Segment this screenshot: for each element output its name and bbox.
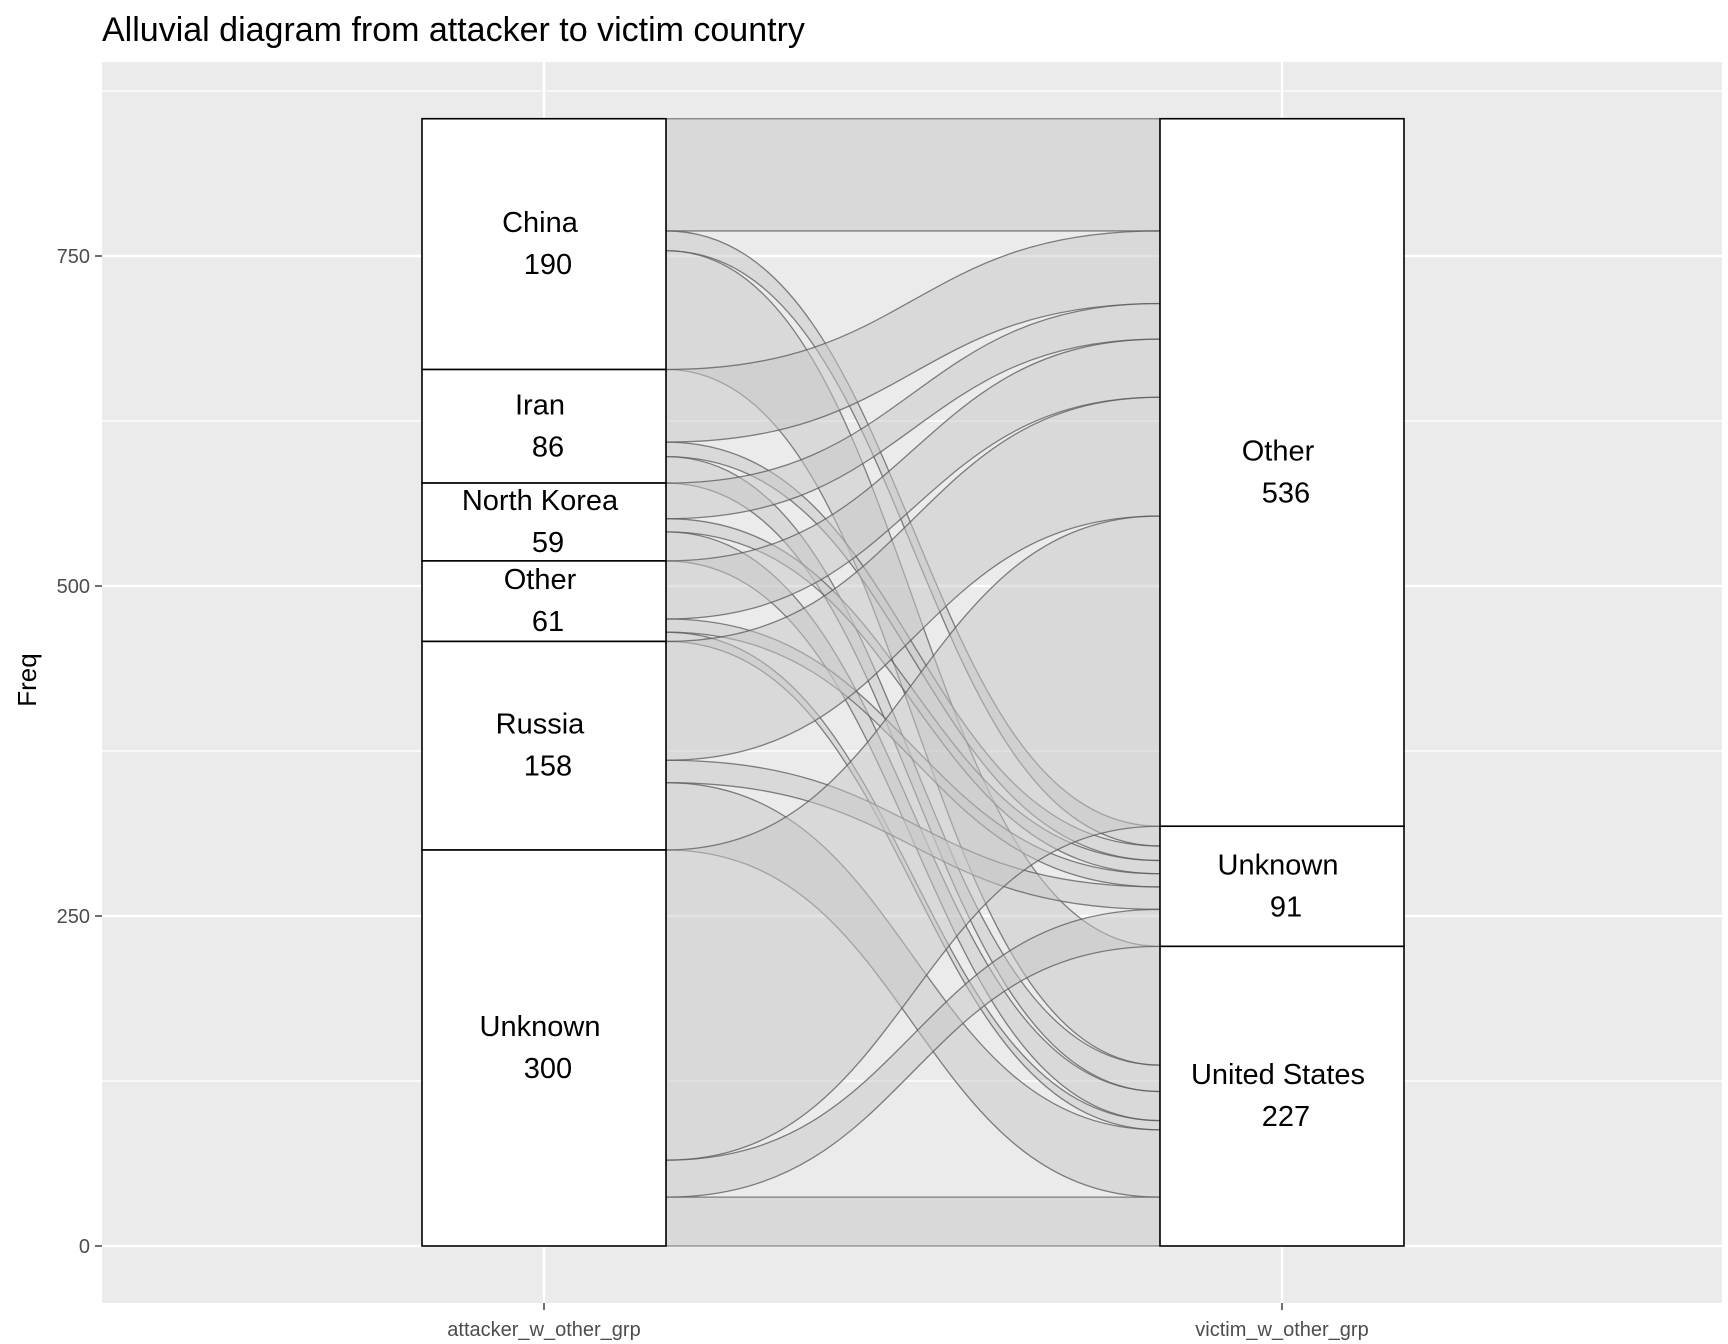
stratum-label: Russia	[496, 709, 586, 741]
stratum-value-label: 86	[532, 431, 564, 463]
stratum-attacker-china	[421, 117, 667, 371]
stratum-value-label: 61	[532, 606, 564, 638]
x-tick-label: attacker_w_other_grp	[447, 1319, 640, 1341]
stratum-label: Unknown	[1218, 849, 1339, 881]
stratum-label: China	[502, 207, 579, 239]
axes-layer: 0 250 500 750 attacker_w_other_grp victim_w_o…	[57, 246, 1369, 1341]
stratum-attacker-north-korea	[421, 482, 667, 562]
strata-layer: China 190 Iran 86 North Korea 59 Other 61 Russia…	[421, 117, 1405, 1247]
stratum-victim-united-states	[1159, 945, 1405, 1247]
stratum-attacker-russia	[421, 640, 667, 851]
stratum-value-label: 59	[532, 527, 564, 559]
stratum-value-label: 158	[524, 751, 572, 783]
stratum-victim-other	[1159, 117, 1405, 828]
stratum-attacker-unknown	[421, 849, 667, 1247]
y-tick-label: 250	[57, 906, 90, 928]
chart-title: Alluvial diagram from attacker to victim…	[102, 11, 805, 49]
stratum-victim-unknown	[1159, 825, 1405, 948]
stratum-value-label: 536	[1262, 477, 1310, 509]
stratum-label: Unknown	[480, 1011, 601, 1043]
y-tick-label: 750	[57, 246, 90, 268]
x-tick-label: victim_w_other_grp	[1195, 1319, 1368, 1341]
flows-layer	[665, 118, 1161, 1247]
stratum-attacker-iran	[421, 368, 667, 484]
stratum-value-label: 91	[1270, 891, 1302, 923]
stratum-attacker-other	[421, 560, 667, 643]
stratum-value-label: 190	[524, 249, 572, 281]
flow-china-to-other	[665, 118, 1161, 232]
y-axis-title: Freq	[12, 653, 42, 706]
stratum-label: Iran	[515, 389, 565, 421]
stratum-value-label: 300	[524, 1053, 572, 1085]
stratum-label: Other	[1242, 435, 1315, 467]
stratum-value-label: 227	[1262, 1101, 1310, 1133]
stratum-label: United States	[1191, 1059, 1365, 1091]
stratum-label: North Korea	[462, 485, 619, 517]
flow-unknown-to-united-states	[665, 1196, 1161, 1247]
y-tick-label: 500	[57, 576, 90, 598]
y-tick-label: 0	[79, 1236, 90, 1258]
stratum-label: Other	[504, 564, 577, 596]
